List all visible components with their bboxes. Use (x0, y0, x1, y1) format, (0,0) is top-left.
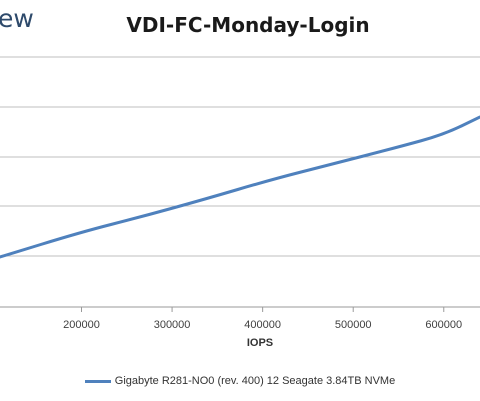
x-tick-label-0: 200000 (63, 319, 100, 331)
x-axis-ticks: 200000 300000 400000 500000 600000 (63, 307, 462, 331)
brand-logo-fragment: ew (0, 4, 34, 33)
legend-swatch (84, 379, 111, 383)
series-line-0 (0, 115, 480, 259)
series-lines (0, 115, 480, 259)
x-tick-label-3: 500000 (335, 319, 372, 331)
chart-title: VDI-FC-Monday-Login (126, 13, 370, 37)
x-tick-label-4: 600000 (425, 319, 462, 331)
legend-label: Gigabyte R281-NO0 (rev. 400) 12 Seagate … (114, 375, 396, 387)
chart-legend: Gigabyte R281-NO0 (rev. 400) 12 Seagate … (0, 375, 480, 387)
gridlines (0, 56, 480, 308)
x-tick-label-1: 300000 (154, 319, 191, 331)
x-tick-label-2: 400000 (244, 319, 281, 331)
x-axis-title: IOPS (246, 337, 274, 349)
